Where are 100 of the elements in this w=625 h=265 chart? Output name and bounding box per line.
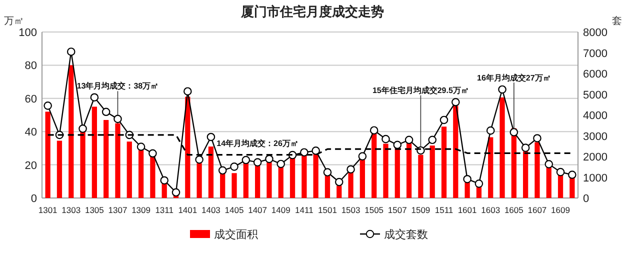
x-tick-label: 1403 xyxy=(201,205,221,215)
point xyxy=(544,160,554,168)
point xyxy=(253,158,262,166)
bar xyxy=(126,142,132,198)
point xyxy=(498,85,506,94)
bar xyxy=(115,123,120,198)
y2-tick-label: 4000 xyxy=(583,110,608,122)
point xyxy=(90,93,99,102)
point xyxy=(463,174,472,184)
bar xyxy=(360,160,365,198)
bar xyxy=(336,186,342,198)
point xyxy=(452,98,460,106)
x-tick-label: 1405 xyxy=(224,205,244,215)
point xyxy=(521,144,530,152)
point xyxy=(218,166,227,175)
bar xyxy=(68,65,74,198)
x-tick-label: 1301 xyxy=(38,205,58,215)
x-tick-label: 1607 xyxy=(528,205,547,215)
point xyxy=(276,160,286,168)
bar xyxy=(80,132,86,198)
x-tick-label: 1303 xyxy=(62,205,81,215)
bar xyxy=(266,162,272,198)
bar xyxy=(430,146,435,198)
bar xyxy=(406,143,412,198)
bar xyxy=(372,133,377,198)
point xyxy=(300,148,308,156)
bar xyxy=(56,140,62,198)
bar xyxy=(313,154,318,198)
point xyxy=(428,136,436,144)
point xyxy=(556,168,565,176)
y2-tick-label: 6000 xyxy=(583,68,608,80)
bar xyxy=(418,154,424,198)
bar xyxy=(220,174,226,198)
x-tick-label: 1407 xyxy=(248,205,268,215)
point xyxy=(44,102,52,110)
bar xyxy=(464,182,470,198)
point xyxy=(184,87,192,96)
y-tick-label: 20 xyxy=(24,160,37,172)
point xyxy=(323,168,332,176)
point xyxy=(346,165,355,174)
bar xyxy=(208,146,214,198)
y-tick-label: 60 xyxy=(24,93,37,106)
x-tick-label: 1605 xyxy=(504,205,524,215)
x-tick-label: 1603 xyxy=(481,205,500,215)
bar xyxy=(500,97,505,198)
point xyxy=(172,188,180,197)
x-tick-label: 1309 xyxy=(132,205,151,215)
x-tick-label: 1601 xyxy=(458,205,478,215)
x-tick-label: 1311 xyxy=(155,205,174,215)
point xyxy=(393,140,402,150)
y-tick-label: 100 xyxy=(18,27,37,39)
bar xyxy=(162,183,167,198)
point xyxy=(486,126,495,135)
point xyxy=(242,156,250,164)
x-tick-label: 1305 xyxy=(84,205,104,215)
point xyxy=(114,114,122,124)
bar xyxy=(290,158,296,198)
bar xyxy=(138,150,144,198)
y-tick-label: 40 xyxy=(24,126,37,139)
y-tick-label: 0 xyxy=(30,193,37,205)
bar xyxy=(394,147,400,198)
point xyxy=(148,149,157,158)
y2-tick-label: 1000 xyxy=(583,172,608,184)
bar xyxy=(302,154,307,198)
chart-title: 厦门市住宅月度成交走势 xyxy=(240,4,384,19)
y2-tick-label: 3000 xyxy=(583,130,608,143)
x-tick-label: 1511 xyxy=(434,205,454,215)
bar xyxy=(546,166,552,198)
x-tick-label: 1509 xyxy=(411,205,430,215)
point xyxy=(404,136,414,144)
point xyxy=(312,146,320,155)
bar xyxy=(441,126,447,198)
bar xyxy=(324,176,330,198)
y-tick-label: 80 xyxy=(24,60,37,72)
y2-tick-label: 0 xyxy=(583,193,590,205)
point xyxy=(370,126,378,135)
bar xyxy=(196,163,202,198)
y2-tick-label: 8000 xyxy=(583,27,608,39)
bar xyxy=(243,163,248,198)
y2-axis-title: 套 xyxy=(612,15,622,27)
x-tick-label: 1401 xyxy=(178,205,198,215)
bar xyxy=(453,106,458,198)
y2-tick-label: 7000 xyxy=(583,48,608,60)
annotation: 15年住宅月均成交29.5万㎡ xyxy=(372,85,469,96)
bar xyxy=(278,166,284,198)
x-tick-label: 1505 xyxy=(364,205,384,215)
point xyxy=(160,176,168,185)
point xyxy=(136,142,146,151)
point xyxy=(230,162,238,171)
legend-label: 成交套数 xyxy=(384,228,428,241)
point xyxy=(66,48,76,56)
y2-tick-label: 2000 xyxy=(583,152,608,164)
bar xyxy=(488,137,494,198)
annotation: 16年月均成交27万㎡ xyxy=(477,72,551,82)
point xyxy=(440,116,448,124)
point xyxy=(78,124,87,133)
x-tick-label: 1409 xyxy=(271,205,291,215)
bar xyxy=(185,96,190,198)
y2-tick-label: 5000 xyxy=(583,89,608,102)
x-tick-label: 1411 xyxy=(295,205,314,215)
